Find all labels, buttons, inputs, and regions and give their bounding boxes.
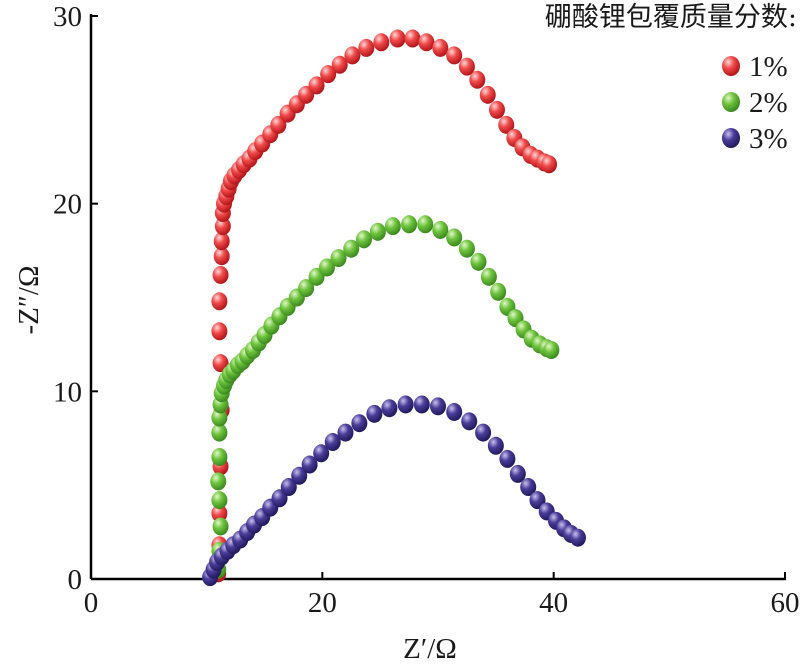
data-point (298, 279, 315, 298)
data-point (480, 267, 497, 286)
data-point (373, 33, 390, 52)
legend-label-1: 1% (749, 51, 788, 83)
y-tick-label: 10 (53, 376, 82, 408)
data-point (213, 247, 230, 266)
data-point (479, 85, 496, 104)
data-point (446, 402, 463, 421)
data-point (343, 239, 360, 258)
axes (89, 14, 786, 581)
data-point (211, 322, 228, 341)
y-axis-title: -Z″/Ω (13, 265, 45, 334)
series-3 (202, 395, 586, 587)
data-point (488, 100, 505, 119)
data-point (458, 57, 475, 76)
data-point (211, 491, 228, 510)
data-point (301, 455, 318, 474)
data-point (541, 155, 558, 174)
data-point (318, 258, 335, 277)
data-point (358, 38, 375, 57)
legend-label-2: 2% (749, 87, 788, 119)
series-2 (210, 215, 560, 579)
data-point (344, 46, 361, 65)
legend-items: 1% 2% 3% (722, 51, 788, 155)
data-point (432, 220, 449, 239)
data-point (543, 341, 560, 360)
data-point (291, 466, 308, 485)
y-tick-label: 30 (53, 1, 82, 33)
data-point (401, 215, 418, 234)
x-tick-label: 0 (84, 587, 99, 619)
data-point (509, 464, 526, 483)
data-point (308, 76, 325, 95)
x-tick-label: 40 (539, 587, 568, 619)
data-point (389, 29, 406, 48)
legend-title: 硼酸锂包覆质量分数: (545, 2, 797, 33)
legend: 硼酸锂包覆质量分数: 1% 2% 3% (545, 2, 797, 155)
data-point (469, 70, 486, 89)
data-point (446, 228, 463, 247)
data-point (212, 517, 229, 536)
data-point (212, 265, 229, 284)
data-point (490, 282, 507, 301)
data-point (320, 65, 337, 84)
data-point (404, 29, 421, 48)
x-tick-label: 60 (771, 587, 800, 619)
data-point (211, 448, 228, 467)
data-point (351, 414, 368, 433)
data-point (397, 395, 414, 414)
y-tick-label: 20 (53, 189, 82, 221)
data-point (313, 444, 330, 463)
legend-marker-2 (722, 92, 740, 112)
data-point (213, 232, 230, 251)
data-point (446, 46, 463, 65)
legend-label-3: 3% (749, 123, 788, 155)
data-point (211, 408, 228, 427)
data-point (384, 217, 401, 236)
data-point (214, 217, 231, 236)
data-point (331, 55, 348, 74)
data-point (520, 478, 537, 497)
tick-labels: 0 20 40 60 0 10 20 30 (53, 1, 800, 619)
data-point (366, 404, 383, 423)
data-point (413, 395, 430, 414)
data-point (330, 249, 347, 268)
ticks (91, 15, 786, 579)
x-axis-title: Z′/Ω (403, 633, 457, 665)
data-point (498, 115, 515, 134)
legend-marker-3 (722, 128, 740, 148)
data-point (432, 38, 449, 57)
data-point (461, 412, 478, 431)
y-tick-label: 0 (68, 564, 83, 596)
data-point (211, 292, 228, 311)
data-point (569, 528, 586, 547)
data-point (418, 33, 435, 52)
x-tick-label: 20 (308, 587, 337, 619)
data-point (355, 230, 372, 249)
data-point (211, 504, 228, 523)
legend-marker-1 (722, 56, 740, 76)
data-point (369, 222, 386, 241)
data-point (337, 423, 354, 442)
data-point (211, 423, 228, 442)
data-point (430, 397, 446, 416)
data-point (458, 239, 475, 258)
data-point (210, 472, 227, 491)
data-point (499, 449, 516, 468)
series-layer (202, 29, 586, 587)
data-point (280, 478, 297, 497)
data-point (381, 399, 398, 418)
data-point (487, 436, 504, 455)
data-point (470, 252, 487, 271)
data-point (417, 215, 434, 234)
data-point (475, 423, 492, 442)
data-point (324, 433, 341, 452)
